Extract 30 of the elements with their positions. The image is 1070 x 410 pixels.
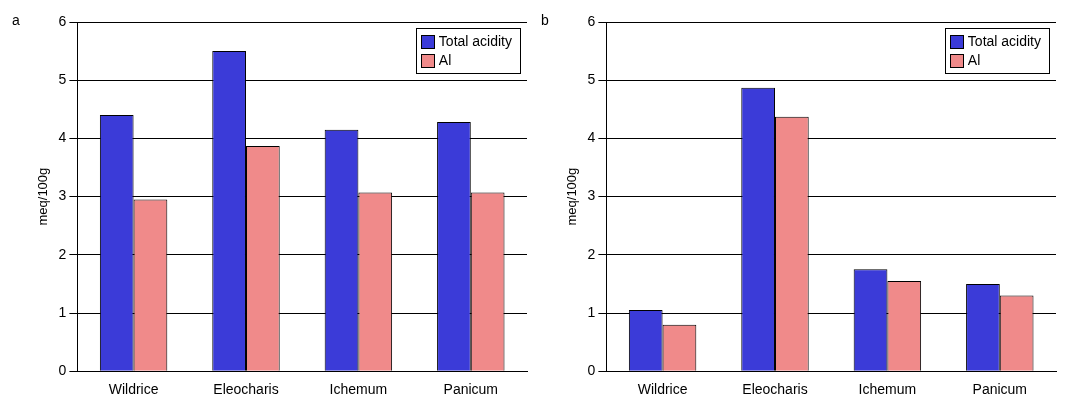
x-tick-label: Ichemum <box>329 381 388 398</box>
x-tick-label: Panicum <box>972 381 1028 398</box>
text: a <box>12 11 20 28</box>
y-tick-label: 6 <box>58 12 67 29</box>
y-axis-title: meq/100g <box>35 167 51 226</box>
x-tick-label: Ichemum <box>858 381 917 398</box>
y-tick-label: 0 <box>587 362 596 379</box>
y-tick-label: 3 <box>587 187 596 204</box>
y-tick-label: 4 <box>58 129 67 146</box>
x-tick-label: Wildrice <box>108 381 159 398</box>
y-tick-label: 4 <box>587 129 596 146</box>
y-tick-label: 5 <box>58 71 67 88</box>
y-axis-title: meq/100g <box>564 167 580 226</box>
x-tick-label: Eleocharis <box>742 381 808 398</box>
legend-label: Al <box>967 51 981 70</box>
y-tick-label: 3 <box>58 187 67 204</box>
y-tick-label: 5 <box>587 71 596 88</box>
y-tick-label: 0 <box>58 362 67 379</box>
legend-label: Total acidity <box>967 32 1041 51</box>
y-tick-label: 1 <box>587 303 596 320</box>
y-tick-label: 1 <box>58 303 67 320</box>
x-tick-label: Wildrice <box>637 381 688 398</box>
y-tick-label: 6 <box>587 12 596 29</box>
text: b <box>541 11 549 28</box>
x-tick-label: Panicum <box>443 381 499 398</box>
y-tick-label: 2 <box>58 245 67 262</box>
legend-label: Total acidity <box>438 32 512 51</box>
legend-label: Al <box>438 51 452 70</box>
y-tick-label: 2 <box>587 245 596 262</box>
x-tick-label: Eleocharis <box>213 381 279 398</box>
